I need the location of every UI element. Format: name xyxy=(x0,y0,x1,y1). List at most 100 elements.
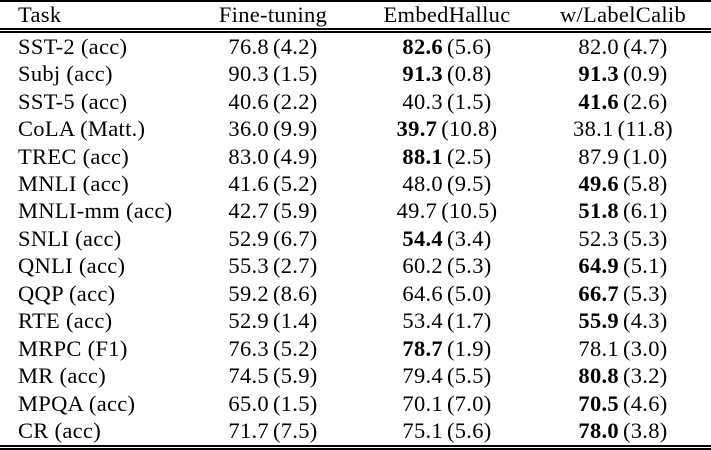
std-value: (5.2) xyxy=(272,335,318,361)
score-value: 53.4 xyxy=(402,308,443,334)
task-cell: Subj (acc) xyxy=(18,61,113,87)
std-value: (5.3) xyxy=(622,225,668,251)
value-cell: 40.3 (1.5) xyxy=(359,88,535,115)
score-value: 48.0 xyxy=(402,171,443,197)
table-row: QQP (acc) 59.2 (8.6) 64.6 (5.0) 66.7 (5.3) xyxy=(0,280,711,307)
task-cell: QQP (acc) xyxy=(18,280,116,306)
score-value: 64.6 xyxy=(402,280,443,306)
std-value: (5.8) xyxy=(622,171,668,197)
score-value: 70.1 xyxy=(402,390,443,416)
value-cell: 49.6 (5.8) xyxy=(535,170,711,197)
std-value: (3.0) xyxy=(622,335,668,361)
score-value: 79.4 xyxy=(402,363,443,389)
std-value: (4.3) xyxy=(622,308,668,334)
value-cell: 91.3 (0.9) xyxy=(535,61,711,88)
std-value: (2.6) xyxy=(622,88,668,114)
value-cell: 55.9 (4.3) xyxy=(535,308,711,335)
std-value: (7.0) xyxy=(446,390,492,416)
value-cell: 87.9 (1.0) xyxy=(535,143,711,170)
value-cell: 79.4 (5.5) xyxy=(359,362,535,389)
score-value: 52.9 xyxy=(228,308,269,334)
score-value: 40.6 xyxy=(228,88,269,114)
task-cell: MNLI-mm (acc) xyxy=(18,198,173,224)
std-value: (9.9) xyxy=(272,116,318,142)
value-cell: 66.7 (5.3) xyxy=(535,280,711,307)
score-value: 66.7 xyxy=(578,280,619,306)
score-value: 82.0 xyxy=(578,33,619,59)
std-value: (5.5) xyxy=(446,363,492,389)
score-value: 82.6 xyxy=(402,33,443,59)
std-value: (1.7) xyxy=(446,308,492,334)
std-value: (9.5) xyxy=(446,171,492,197)
value-cell: 48.0 (9.5) xyxy=(359,170,535,197)
std-value: (0.8) xyxy=(446,61,492,87)
score-value: 51.8 xyxy=(578,198,619,224)
std-value: (1.0) xyxy=(622,143,668,169)
task-cell: MPQA (acc) xyxy=(18,390,136,416)
value-cell: 71.7 (7.5) xyxy=(187,417,359,450)
std-value: (11.8) xyxy=(617,116,673,142)
column-header-fine-tuning: Fine-tuning xyxy=(187,1,359,33)
score-value: 75.1 xyxy=(402,418,443,444)
std-value: (5.9) xyxy=(272,363,318,389)
std-value: (8.6) xyxy=(272,280,318,306)
score-value: 52.3 xyxy=(578,225,619,251)
std-value: (1.9) xyxy=(446,335,492,361)
task-cell: CR (acc) xyxy=(0,417,187,450)
std-value: (5.0) xyxy=(446,280,492,306)
std-value: (1.4) xyxy=(272,308,318,334)
score-value: 41.6 xyxy=(228,171,269,197)
value-cell: 90.3 (1.5) xyxy=(187,61,359,88)
score-value: 87.9 xyxy=(578,143,619,169)
score-value: 55.9 xyxy=(578,308,619,334)
std-value: (3.8) xyxy=(622,418,668,444)
score-value: 74.5 xyxy=(228,363,269,389)
std-value: (10.5) xyxy=(441,198,498,224)
score-value: 90.3 xyxy=(228,61,269,87)
value-cell: 51.8 (6.1) xyxy=(535,198,711,225)
score-value: 88.1 xyxy=(402,143,443,169)
value-cell: 52.9 (1.4) xyxy=(187,308,359,335)
score-value: 49.6 xyxy=(578,171,619,197)
score-value: 60.2 xyxy=(402,253,443,279)
value-cell: 65.0 (1.5) xyxy=(187,390,359,417)
std-value: (2.2) xyxy=(272,88,318,114)
value-cell: 78.1 (3.0) xyxy=(535,335,711,362)
std-value: (5.6) xyxy=(446,33,492,59)
table-row: CoLA (Matt.) 36.0 (9.9) 39.7 (10.8) 38.1 (11.8… xyxy=(0,115,711,142)
value-cell: 52.3 (5.3) xyxy=(535,225,711,252)
table-row: MPQA (acc) 65.0 (1.5) 70.1 (7.0) 70.5 (4.6) xyxy=(0,390,711,417)
score-value: 54.4 xyxy=(402,225,443,251)
std-value: (1.5) xyxy=(272,390,318,416)
table-row: TREC (acc) 83.0 (4.9) 88.1 (2.5) 87.9 (1.0) xyxy=(0,143,711,170)
value-cell: 78.0 (3.8) xyxy=(535,417,711,450)
value-cell: 75.1 (5.6) xyxy=(359,417,535,450)
value-cell: 70.5 (4.6) xyxy=(535,390,711,417)
score-value: 42.7 xyxy=(228,198,269,224)
task-cell: QNLI (acc) xyxy=(18,253,126,279)
value-cell: 83.0 (4.9) xyxy=(187,143,359,170)
task-cell: TREC (acc) xyxy=(18,143,130,169)
table-row: Subj (acc) 90.3 (1.5) 91.3 (0.8) 91.3 (0.9) xyxy=(0,61,711,88)
value-cell: 60.2 (5.3) xyxy=(359,253,535,280)
table-header: Task Fine-tuning EmbedHalluc w/LabelCali… xyxy=(0,1,711,33)
task-cell: CoLA (Matt.) xyxy=(18,116,146,142)
value-cell: 55.3 (2.7) xyxy=(187,253,359,280)
std-value: (4.9) xyxy=(272,143,318,169)
score-value: 91.3 xyxy=(578,61,619,87)
value-cell: 40.6 (2.2) xyxy=(187,88,359,115)
value-cell: 82.0 (4.7) xyxy=(535,31,711,61)
std-value: (5.9) xyxy=(272,198,318,224)
table-row: SST-2 (acc) 76.8 (4.2) 82.6 (5.6) 82.0 (4.7) xyxy=(0,31,711,61)
std-value: (7.5) xyxy=(272,418,318,444)
value-cell: 54.4 (3.4) xyxy=(359,225,535,252)
score-value: 70.5 xyxy=(578,390,619,416)
score-value: 83.0 xyxy=(228,143,269,169)
score-value: 39.7 xyxy=(396,116,438,142)
value-cell: 64.6 (5.0) xyxy=(359,280,535,307)
value-cell: 76.3 (5.2) xyxy=(187,335,359,362)
column-header-embedhalluc: EmbedHalluc xyxy=(359,1,535,33)
score-value: 78.1 xyxy=(578,335,619,361)
value-cell: 42.7 (5.9) xyxy=(187,198,359,225)
